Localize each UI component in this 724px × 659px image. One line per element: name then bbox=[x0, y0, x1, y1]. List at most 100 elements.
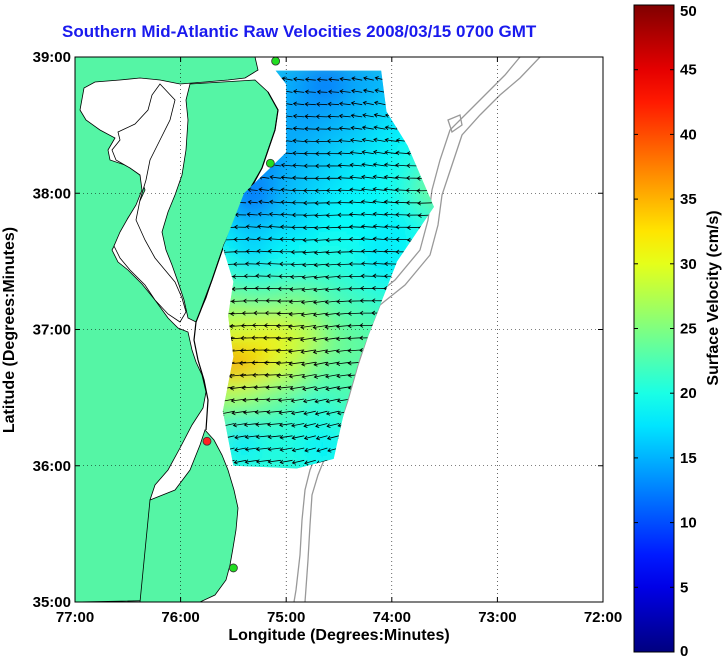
velocity-arrow bbox=[302, 250, 316, 255]
velocity-cell bbox=[350, 256, 361, 267]
velocity-arrow bbox=[244, 434, 258, 440]
velocity-arrow bbox=[372, 162, 386, 167]
velocity-cell bbox=[266, 169, 277, 180]
velocity-cell bbox=[308, 245, 319, 256]
velocity-cell bbox=[266, 452, 277, 463]
velocity-cell bbox=[350, 310, 361, 321]
velocity-arrow bbox=[384, 236, 398, 242]
velocity-cell bbox=[342, 321, 353, 332]
velocity-cell bbox=[393, 169, 404, 180]
velocity-arrow bbox=[325, 274, 340, 280]
velocity-arrow bbox=[267, 248, 281, 254]
velocity-cell bbox=[334, 376, 344, 387]
velocity-cell bbox=[325, 310, 336, 321]
velocity-arrow bbox=[314, 225, 328, 231]
velocity-arrow bbox=[383, 187, 398, 192]
velocity-cell bbox=[334, 147, 344, 158]
velocity-cell bbox=[300, 299, 311, 310]
velocity-arrow bbox=[312, 324, 328, 330]
velocity-cell bbox=[283, 125, 294, 136]
velocity-cell bbox=[376, 169, 387, 180]
velocity-arrow bbox=[360, 248, 374, 254]
velocity-cell bbox=[283, 103, 294, 114]
velocity-arrow bbox=[348, 274, 363, 279]
velocity-arrow bbox=[324, 287, 340, 293]
velocity-arrow bbox=[304, 101, 316, 107]
velocity-cell bbox=[232, 299, 243, 310]
velocity-arrow bbox=[280, 212, 293, 217]
velocity-cell bbox=[325, 92, 336, 103]
velocity-cell bbox=[317, 376, 328, 387]
velocity-cell bbox=[266, 430, 277, 441]
velocity-arrow bbox=[233, 249, 247, 255]
velocity-cell bbox=[325, 419, 336, 430]
velocity-arrow bbox=[278, 410, 293, 415]
velocity-arrow bbox=[395, 237, 409, 242]
velocity-cell bbox=[291, 365, 302, 376]
velocity-arrow bbox=[328, 77, 340, 82]
velocity-arrow bbox=[234, 447, 247, 452]
velocity-cell bbox=[241, 365, 252, 376]
velocity-cell bbox=[334, 332, 344, 343]
velocity-cell bbox=[266, 267, 277, 278]
velocity-cell bbox=[376, 81, 387, 92]
velocity-cell bbox=[257, 387, 268, 398]
velocity-cell bbox=[359, 169, 370, 180]
velocity-cell bbox=[283, 278, 294, 289]
velocity-arrow bbox=[314, 237, 328, 243]
velocity-cell bbox=[274, 376, 285, 387]
velocity-cell bbox=[300, 169, 311, 180]
velocity-cell bbox=[232, 310, 243, 321]
velocity-cell bbox=[376, 201, 387, 212]
velocity-cell bbox=[308, 223, 319, 234]
velocity-cell bbox=[350, 223, 361, 234]
velocity-cell bbox=[308, 92, 319, 103]
velocity-arrow bbox=[277, 385, 293, 391]
velocity-arrow bbox=[302, 225, 316, 231]
velocity-cell bbox=[342, 278, 353, 289]
velocity-cell bbox=[376, 278, 387, 289]
velocity-cell bbox=[291, 452, 302, 463]
velocity-cell bbox=[274, 190, 285, 201]
velocity-cell bbox=[317, 256, 328, 267]
velocity-cell bbox=[257, 223, 268, 234]
velocity-cell bbox=[266, 190, 277, 201]
x-tick-label: 75:00 bbox=[267, 609, 305, 626]
velocity-cell bbox=[342, 267, 353, 278]
velocity-cell bbox=[283, 441, 294, 452]
velocity-arrow bbox=[266, 397, 281, 403]
velocity-cell bbox=[334, 92, 344, 103]
velocity-cell bbox=[300, 441, 311, 452]
velocity-cell bbox=[266, 212, 277, 223]
velocity-cell bbox=[334, 81, 344, 92]
velocity-arrow bbox=[255, 273, 270, 279]
velocity-arrow bbox=[360, 187, 374, 192]
velocity-arrow bbox=[383, 174, 398, 180]
velocity-cell bbox=[291, 387, 302, 398]
velocity-cell bbox=[274, 398, 285, 409]
velocity-cell bbox=[249, 201, 260, 212]
velocity-arrow bbox=[314, 398, 328, 404]
velocity-cell bbox=[376, 180, 387, 191]
velocity-arrow bbox=[280, 175, 293, 180]
velocity-cell bbox=[257, 376, 268, 387]
velocity-cell bbox=[266, 223, 277, 234]
velocity-arrow bbox=[292, 89, 305, 94]
velocity-cell bbox=[334, 212, 344, 223]
velocity-cell bbox=[241, 452, 252, 463]
velocity-cell bbox=[249, 398, 260, 409]
velocity-cell bbox=[266, 376, 277, 387]
velocity-arrow bbox=[247, 187, 258, 193]
velocity-arrow bbox=[245, 236, 258, 242]
velocity-cell bbox=[241, 354, 252, 365]
colorbar-tick-label: 15 bbox=[680, 450, 697, 467]
velocity-cell bbox=[300, 190, 311, 201]
velocity-cell bbox=[367, 81, 378, 92]
velocity-arrow bbox=[324, 312, 340, 317]
velocity-cell bbox=[325, 103, 336, 114]
velocity-arrow bbox=[361, 137, 374, 143]
velocity-arrow bbox=[325, 386, 340, 392]
velocity-cell bbox=[317, 441, 328, 452]
velocity-cell bbox=[334, 267, 344, 278]
velocity-cell bbox=[350, 125, 361, 136]
